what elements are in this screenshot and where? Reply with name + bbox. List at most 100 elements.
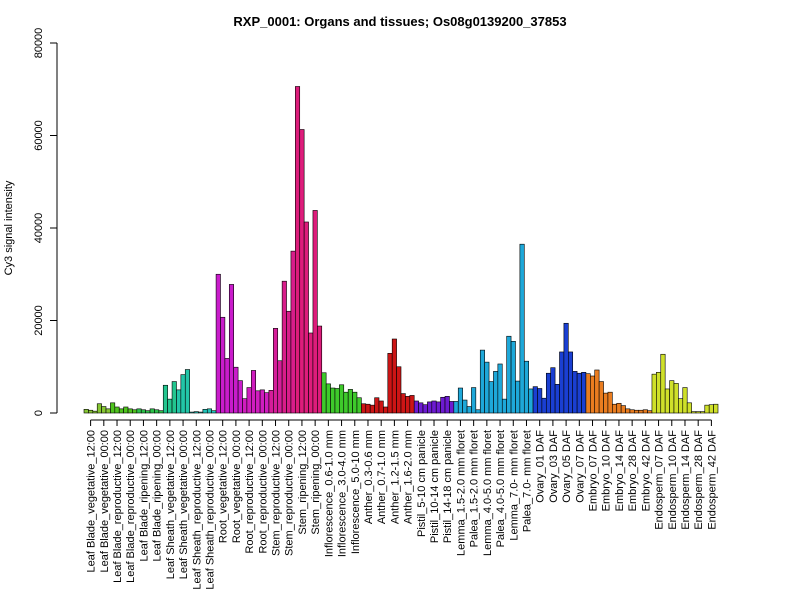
x-tick-label: Lemma_7.0- mm floret xyxy=(508,430,520,541)
x-tick-label: Embryo_07 DAF xyxy=(588,430,600,512)
bar xyxy=(374,397,380,414)
bar xyxy=(383,406,389,414)
bar xyxy=(462,399,468,414)
x-tick-label: Leaf Blade_ripening_12:00 xyxy=(138,430,150,562)
bar xyxy=(554,384,560,414)
bar xyxy=(413,400,419,414)
bar xyxy=(105,408,111,414)
x-tick-label: Anther_0.3-0.6 mm xyxy=(363,430,375,524)
bar xyxy=(273,328,279,414)
bar xyxy=(369,404,375,414)
bar xyxy=(669,380,675,414)
x-tick-label: Root_vegetative_12:00 xyxy=(218,430,230,543)
bar xyxy=(651,373,657,414)
bar xyxy=(603,392,609,414)
bar xyxy=(457,387,463,414)
bar xyxy=(541,397,547,414)
bar xyxy=(259,389,265,414)
bar xyxy=(180,374,186,414)
bar xyxy=(647,410,653,414)
bar xyxy=(378,400,384,414)
y-tick-label: 0 xyxy=(33,410,45,416)
x-tick-label: Inflorescence_3.0-4.0 mm xyxy=(337,430,349,557)
bar xyxy=(537,388,543,414)
x-tick-label: Stem_ripening_12:00 xyxy=(297,430,309,535)
bar xyxy=(330,387,336,414)
y-axis: 0 20000 40000 60000 80000 xyxy=(33,28,58,416)
x-tick-label: Leaf Sheath_vegetative_00:00 xyxy=(178,430,190,579)
bar xyxy=(83,408,89,414)
x-tick-label: Lemma_4.0-5.0 mm floret xyxy=(482,430,494,556)
bar xyxy=(228,284,234,414)
bar xyxy=(193,411,199,414)
bar xyxy=(264,392,270,414)
x-tick-label: Stem_reproductive_12:00 xyxy=(271,430,283,556)
bar xyxy=(501,398,507,414)
bar xyxy=(114,406,120,414)
bar xyxy=(281,280,287,414)
bar xyxy=(92,410,98,414)
x-tick-label: Lemma_1.5-2.0 mm floret xyxy=(455,430,467,556)
bar xyxy=(286,310,292,414)
bar xyxy=(277,360,283,414)
x-tick-label: Embryo_14 DAF xyxy=(614,430,626,512)
bar xyxy=(211,410,217,414)
bar xyxy=(171,381,177,414)
x-tick-label: Ovary_01 DAF xyxy=(535,430,547,503)
bar xyxy=(224,358,230,414)
bar xyxy=(620,405,626,414)
bar xyxy=(479,349,485,414)
chart-title: RXP_0001: Organs and tissues; Os08g01392… xyxy=(233,14,566,29)
bar xyxy=(145,410,151,414)
bar xyxy=(299,129,305,414)
bar xyxy=(396,366,402,414)
bar xyxy=(713,403,719,414)
bar xyxy=(493,371,499,414)
x-tick-label: Leaf Blade_reproductive_00:00 xyxy=(125,430,137,583)
x-tick-label: Leaf Blade_ripening_00:00 xyxy=(152,430,164,562)
bar xyxy=(339,384,345,414)
bar xyxy=(136,408,142,414)
bar xyxy=(576,372,582,414)
bar xyxy=(110,402,116,414)
y-tick-label: 60000 xyxy=(33,120,45,151)
bar xyxy=(242,398,248,414)
x-tick-label: Endosperm_14 DAF xyxy=(680,430,692,530)
x-tick-label: Root_vegetative_00:00 xyxy=(231,430,243,543)
bar xyxy=(158,410,164,414)
bar xyxy=(691,411,697,414)
bar xyxy=(237,380,243,414)
bar xyxy=(295,86,301,414)
bar xyxy=(132,409,138,414)
bar xyxy=(308,332,314,414)
x-tick-label: Leaf Blade_vegetative_00:00 xyxy=(99,430,111,573)
x-tick-label: Pistil_10-14 cm panicle xyxy=(429,430,441,543)
bar xyxy=(347,389,353,414)
bar xyxy=(88,409,94,414)
x-tick-label: Palea_7.0- mm floret xyxy=(521,430,533,532)
x-tick-label: Leaf Blade_reproductive_12:00 xyxy=(112,430,124,583)
x-tick-label: Anther_1.6-2.0 mm xyxy=(403,430,415,524)
bar xyxy=(356,397,362,414)
bar xyxy=(519,243,525,414)
bar xyxy=(352,391,358,414)
bar xyxy=(581,371,587,414)
bars xyxy=(83,86,719,414)
bar xyxy=(325,383,331,414)
bar xyxy=(400,393,406,414)
bar xyxy=(528,388,534,414)
bar xyxy=(559,351,565,414)
x-tick-label: Leaf Blade_vegetative_12:00 xyxy=(86,430,98,573)
bar xyxy=(700,411,706,414)
bar xyxy=(123,406,129,414)
bar xyxy=(321,372,327,414)
x-tick-label: Leaf Sheath_reproductive_12:00 xyxy=(191,430,203,590)
bar xyxy=(184,369,190,414)
bar xyxy=(598,381,604,414)
bar xyxy=(444,396,450,414)
bar xyxy=(466,406,472,414)
bar xyxy=(695,411,701,414)
bar xyxy=(427,401,433,414)
bar xyxy=(660,353,666,414)
